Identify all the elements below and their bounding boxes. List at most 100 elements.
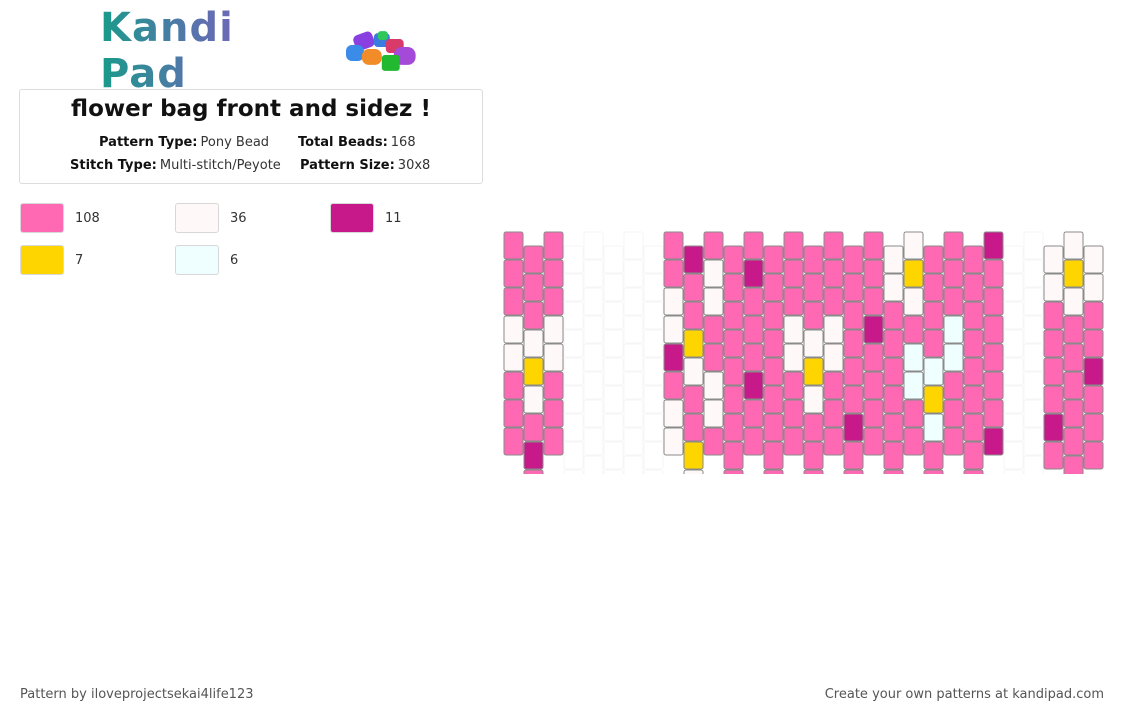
bead bbox=[663, 427, 684, 456]
bead bbox=[703, 427, 724, 456]
empty-bead-slot bbox=[603, 413, 624, 442]
bead bbox=[803, 385, 824, 414]
bead bbox=[923, 385, 944, 414]
bead bbox=[783, 315, 804, 344]
legend-item-pink: 108 bbox=[20, 202, 100, 234]
bead bbox=[723, 329, 744, 358]
bead bbox=[903, 287, 924, 316]
bead bbox=[743, 259, 764, 288]
bead bbox=[543, 259, 564, 288]
bead bbox=[803, 469, 824, 474]
bead bbox=[723, 385, 744, 414]
bead bbox=[763, 385, 784, 414]
empty-bead-slot bbox=[623, 399, 644, 428]
legend-item-yellow: 7 bbox=[20, 244, 83, 276]
bead bbox=[503, 427, 524, 456]
bead bbox=[903, 231, 924, 260]
empty-bead-slot bbox=[583, 231, 604, 260]
bead bbox=[963, 441, 984, 470]
bead bbox=[823, 371, 844, 400]
bead bbox=[903, 259, 924, 288]
bead bbox=[823, 287, 844, 316]
bead bbox=[663, 371, 684, 400]
total-beads: Total Beads: 168 bbox=[298, 135, 416, 150]
bead bbox=[703, 343, 724, 372]
bead bbox=[963, 245, 984, 274]
bead bbox=[523, 385, 544, 414]
bead bbox=[843, 385, 864, 414]
empty-bead-slot bbox=[563, 413, 584, 442]
bead bbox=[1043, 273, 1064, 302]
bead bbox=[663, 231, 684, 260]
empty-bead-slot bbox=[1023, 315, 1044, 344]
bead bbox=[883, 357, 904, 386]
bead bbox=[683, 385, 704, 414]
empty-bead-slot bbox=[623, 455, 644, 474]
empty-bead-slot bbox=[563, 329, 584, 358]
bead bbox=[663, 315, 684, 344]
bead bbox=[763, 273, 784, 302]
empty-bead-slot bbox=[583, 259, 604, 288]
logo-text: Kandi Pad bbox=[100, 5, 334, 97]
bead bbox=[843, 329, 864, 358]
empty-bead-slot bbox=[563, 273, 584, 302]
bead bbox=[723, 273, 744, 302]
empty-bead-slot bbox=[563, 301, 584, 330]
bead bbox=[923, 301, 944, 330]
empty-bead-slot bbox=[623, 287, 644, 316]
bead bbox=[923, 245, 944, 274]
empty-bead-slot bbox=[623, 231, 644, 260]
bead bbox=[503, 259, 524, 288]
bead bbox=[943, 343, 964, 372]
pattern-size-label: Pattern Size: bbox=[300, 158, 395, 173]
kandipad-link[interactable]: Create your own patterns at kandipad.com bbox=[824, 687, 1104, 702]
empty-bead-slot bbox=[1023, 259, 1044, 288]
bead bbox=[803, 441, 824, 470]
bead-count: 7 bbox=[75, 252, 84, 268]
bead bbox=[963, 357, 984, 386]
empty-bead-slot bbox=[603, 385, 624, 414]
bead bbox=[723, 301, 744, 330]
bead bbox=[663, 343, 684, 372]
empty-bead-slot bbox=[643, 357, 664, 386]
bead bbox=[963, 329, 984, 358]
stitch-type-value: Multi-stitch/Peyote bbox=[159, 158, 281, 173]
empty-bead-slot bbox=[643, 273, 664, 302]
empty-bead-slot bbox=[583, 399, 604, 428]
bead bbox=[983, 399, 1004, 428]
bead bbox=[543, 427, 564, 456]
bead bbox=[1083, 385, 1104, 414]
bead bbox=[1083, 441, 1104, 470]
bead bbox=[783, 427, 804, 456]
bead bbox=[503, 231, 524, 260]
empty-bead-slot bbox=[1023, 231, 1044, 260]
bead bbox=[703, 287, 724, 316]
bead bbox=[1043, 385, 1064, 414]
bead-count: 36 bbox=[230, 210, 247, 226]
pattern-author: Pattern by iloveprojectsekai4life123 bbox=[20, 687, 254, 702]
empty-bead-slot bbox=[1003, 441, 1024, 470]
empty-bead-slot bbox=[563, 385, 584, 414]
bead bbox=[1063, 399, 1084, 428]
bead bbox=[943, 427, 964, 456]
bead bbox=[1083, 273, 1104, 302]
empty-bead-slot bbox=[643, 329, 664, 358]
bead bbox=[883, 273, 904, 302]
bead bbox=[743, 287, 764, 316]
bead bbox=[523, 329, 544, 358]
bead bbox=[723, 357, 744, 386]
bead bbox=[843, 301, 864, 330]
bead bbox=[883, 245, 904, 274]
bead bbox=[823, 399, 844, 428]
empty-bead-slot bbox=[563, 357, 584, 386]
pattern-info-card: flower bag front and sidez ! Pattern Typ… bbox=[19, 89, 483, 184]
color-swatch bbox=[20, 203, 64, 233]
empty-bead-slot bbox=[1023, 427, 1044, 456]
bead bbox=[523, 245, 544, 274]
bead bbox=[523, 273, 544, 302]
empty-bead-slot bbox=[643, 413, 664, 442]
total-beads-label: Total Beads: bbox=[298, 135, 388, 150]
bead bbox=[863, 259, 884, 288]
kandipad-logo[interactable]: Kandi Pad bbox=[100, 5, 420, 97]
empty-bead-slot bbox=[1023, 455, 1044, 474]
